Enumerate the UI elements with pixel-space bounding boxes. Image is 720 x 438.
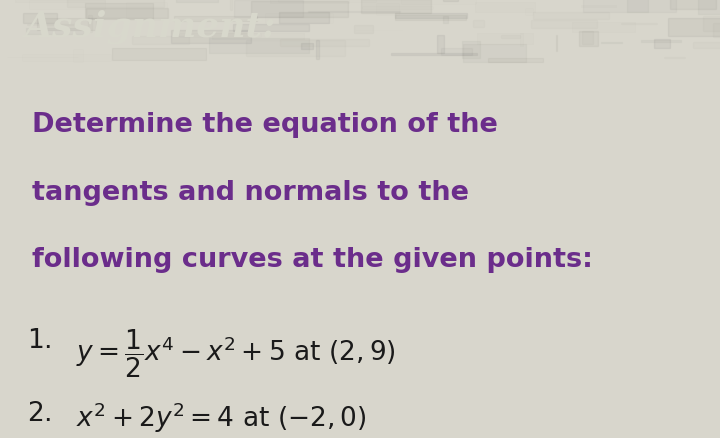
Bar	[300, 43, 313, 49]
Bar	[531, 20, 598, 28]
Bar	[627, 0, 647, 12]
Bar	[582, 31, 593, 44]
Bar	[354, 25, 373, 33]
Text: following curves at the given points:: following curves at the given points:	[32, 247, 593, 273]
Bar	[641, 40, 681, 42]
Bar	[462, 44, 526, 62]
Bar	[581, 4, 616, 7]
Bar	[361, 0, 431, 13]
Bar	[501, 35, 520, 38]
Bar	[15, 0, 104, 2]
Bar	[251, 0, 348, 18]
Bar	[654, 39, 670, 48]
Bar	[474, 21, 484, 28]
Bar	[212, 33, 304, 39]
Bar	[668, 18, 720, 36]
Bar	[703, 16, 720, 31]
Bar	[444, 16, 449, 23]
Bar	[601, 42, 621, 43]
Bar	[30, 0, 105, 9]
Bar	[256, 13, 258, 15]
Bar	[698, 0, 720, 14]
Bar	[565, 39, 621, 51]
Bar	[438, 35, 444, 53]
Text: Assignment:: Assignment:	[25, 10, 276, 44]
Bar	[86, 7, 168, 18]
Bar	[125, 2, 167, 20]
Bar	[670, 0, 716, 9]
Bar	[22, 14, 57, 23]
Bar	[26, 28, 84, 34]
Bar	[179, 33, 261, 37]
Bar	[132, 36, 189, 44]
Bar	[578, 31, 598, 46]
Bar	[475, 1, 535, 12]
Text: $\mathit{2.}$: $\mathit{2.}$	[27, 400, 52, 427]
Bar	[582, 0, 676, 12]
Bar	[488, 58, 543, 63]
Bar	[176, 0, 218, 2]
Bar	[279, 12, 329, 23]
Bar	[230, 0, 232, 10]
Bar	[376, 3, 400, 14]
Bar	[316, 40, 319, 59]
Bar	[174, 16, 256, 21]
Bar	[278, 0, 376, 3]
Text: $x^2 + 2y^2 = 4\ \mathrm{at\ (-2,0)}$: $x^2 + 2y^2 = 4\ \mathrm{at\ (-2,0)}$	[76, 400, 366, 435]
Bar	[234, 0, 303, 17]
Bar	[85, 3, 153, 19]
Bar	[714, 22, 720, 37]
Text: $y = \dfrac{1}{2}x^4 - x^2 + 5\ \mathrm{at\ (2,9)}$: $y = \dfrac{1}{2}x^4 - x^2 + 5\ \mathrm{…	[76, 328, 395, 380]
Bar	[664, 57, 685, 58]
Text: tangents and normals to the: tangents and normals to the	[32, 180, 469, 205]
Bar	[280, 39, 369, 46]
Bar	[233, 24, 309, 31]
Bar	[112, 48, 206, 60]
Bar	[520, 33, 523, 46]
Bar	[171, 31, 251, 43]
Bar	[37, 18, 96, 30]
Bar	[621, 23, 657, 24]
Bar	[209, 38, 309, 53]
Bar	[462, 41, 480, 58]
Text: $\mathit{1.}$: $\mathit{1.}$	[27, 328, 52, 353]
Bar	[477, 33, 534, 44]
Bar	[362, 6, 433, 9]
Bar	[693, 42, 720, 47]
Bar	[391, 53, 477, 55]
Bar	[22, 54, 111, 61]
Bar	[67, 0, 164, 7]
Bar	[677, 0, 720, 3]
Bar	[441, 48, 472, 55]
Bar	[525, 8, 533, 14]
Bar	[265, 13, 333, 23]
Text: Determine the equation of the: Determine the equation of the	[32, 112, 498, 138]
Bar	[534, 12, 609, 19]
Bar	[73, 49, 83, 62]
Bar	[572, 22, 634, 32]
Bar	[27, 24, 81, 25]
Bar	[395, 13, 467, 18]
Bar	[88, 15, 91, 32]
Bar	[395, 15, 466, 20]
Bar	[246, 39, 346, 57]
Bar	[401, 0, 476, 4]
Bar	[270, 0, 348, 3]
